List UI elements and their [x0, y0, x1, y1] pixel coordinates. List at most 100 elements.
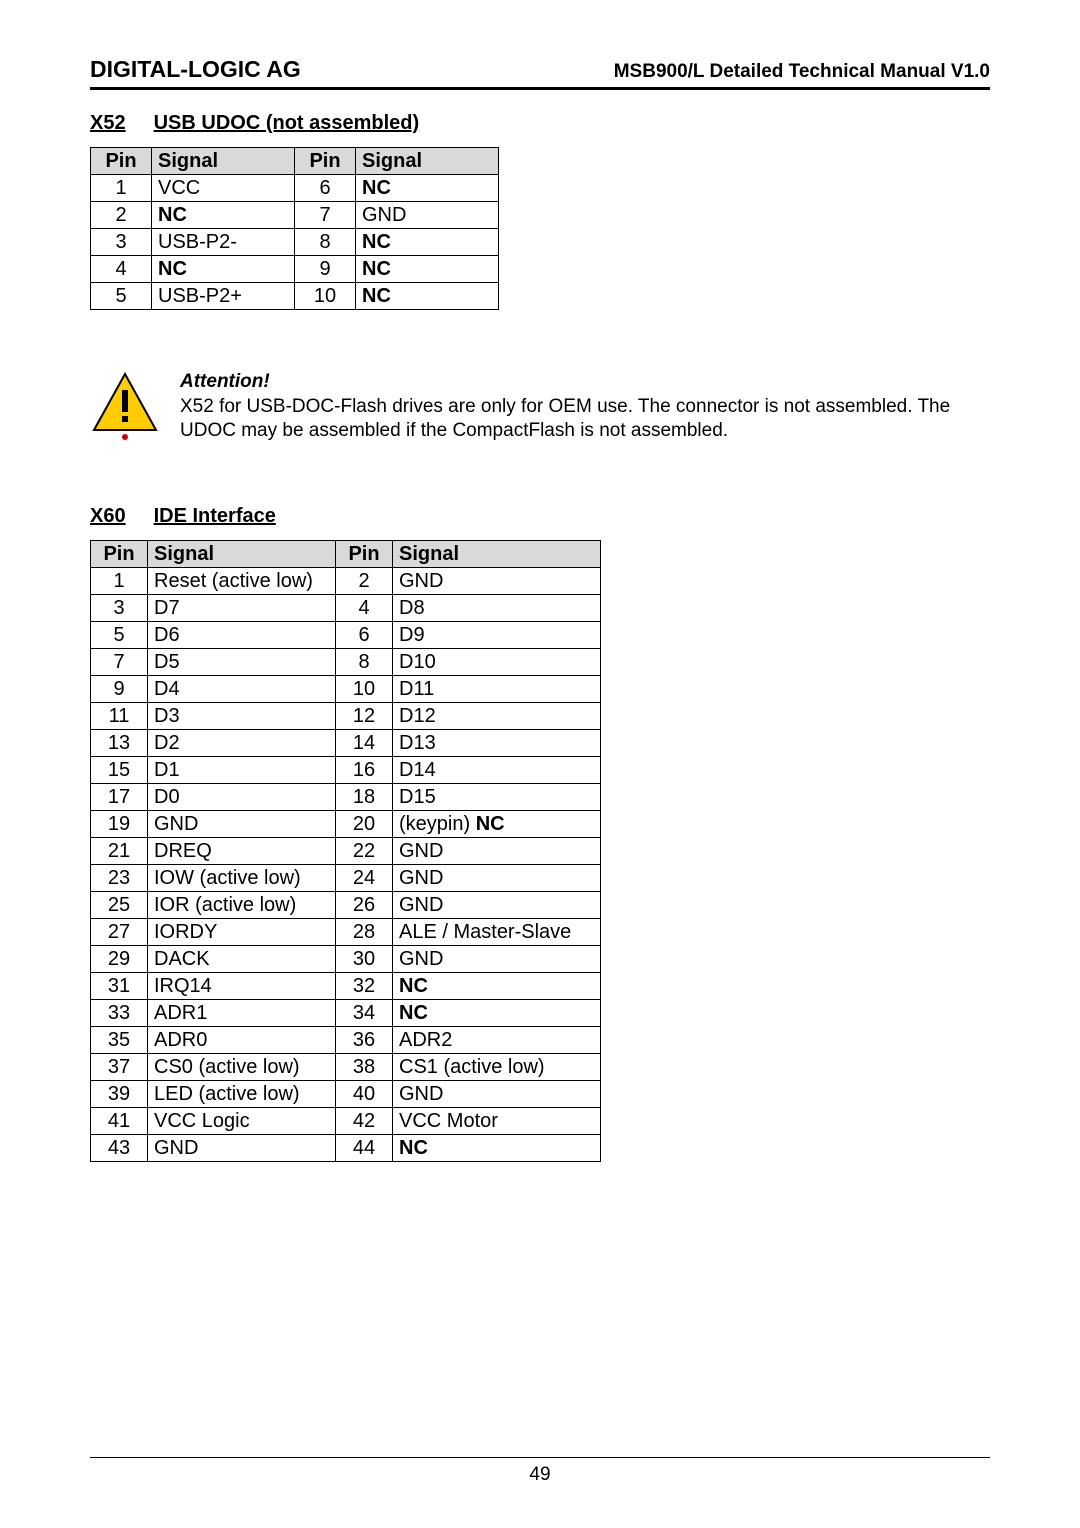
table-row: 35ADR036ADR2 — [91, 1027, 601, 1054]
signal-cell: GND — [393, 1081, 601, 1108]
pin-cell: 15 — [91, 757, 148, 784]
signal-cell: NC — [393, 1000, 601, 1027]
table-row: 19GND20(keypin) NC — [91, 811, 601, 838]
pin-cell: 21 — [91, 838, 148, 865]
table-row: 9D410D11 — [91, 676, 601, 703]
signal-cell: VCC Logic — [148, 1108, 336, 1135]
pin-cell: 17 — [91, 784, 148, 811]
table-row: 13D214D13 — [91, 730, 601, 757]
table-row: 1VCC6NC — [91, 175, 499, 202]
signal-cell: IOR (active low) — [148, 892, 336, 919]
document-name: MSB900/L Detailed Technical Manual V1.0 — [614, 61, 990, 83]
pin-cell: 28 — [336, 919, 393, 946]
signal-cell: NC — [356, 283, 499, 310]
table-row: 2NC7GND — [91, 202, 499, 229]
signal-cell: D9 — [393, 622, 601, 649]
pinout-table-x52: Pin Signal Pin Signal 1VCC6NC2NC7GND3USB… — [90, 147, 499, 310]
pin-cell: 9 — [295, 256, 356, 283]
pin-cell: 4 — [91, 256, 152, 283]
signal-cell: NC — [356, 256, 499, 283]
pinout-table-x60: Pin Signal Pin Signal 1Reset (active low… — [90, 540, 601, 1162]
section-id: X60 — [90, 505, 126, 527]
signal-cell: IOW (active low) — [148, 865, 336, 892]
pin-cell: 14 — [336, 730, 393, 757]
col-signal: Signal — [148, 541, 336, 568]
pin-cell: 29 — [91, 946, 148, 973]
signal-cell: CS1 (active low) — [393, 1054, 601, 1081]
signal-cell: D3 — [148, 703, 336, 730]
signal-cell: D11 — [393, 676, 601, 703]
table-row: 39LED (active low)40GND — [91, 1081, 601, 1108]
warning-icon — [90, 370, 180, 445]
page-footer: 49 — [90, 1457, 990, 1486]
signal-cell: USB-P2- — [152, 229, 295, 256]
attention-body: X52 for USB-DOC-Flash drives are only fo… — [180, 396, 950, 442]
table-row: 21DREQ22GND — [91, 838, 601, 865]
signal-cell: D0 — [148, 784, 336, 811]
table-row: 3D74D8 — [91, 595, 601, 622]
pin-cell: 33 — [91, 1000, 148, 1027]
signal-cell: D14 — [393, 757, 601, 784]
col-signal: Signal — [393, 541, 601, 568]
pin-cell: 1 — [91, 568, 148, 595]
table-row: 31IRQ1432NC — [91, 973, 601, 1000]
signal-cell: IORDY — [148, 919, 336, 946]
table-row: 27IORDY28ALE / Master-Slave — [91, 919, 601, 946]
table-row: 7D58D10 — [91, 649, 601, 676]
pin-cell: 10 — [295, 283, 356, 310]
table-row: 3USB-P2-8NC — [91, 229, 499, 256]
pin-cell: 11 — [91, 703, 148, 730]
pin-cell: 7 — [295, 202, 356, 229]
pin-cell: 39 — [91, 1081, 148, 1108]
signal-cell: CS0 (active low) — [148, 1054, 336, 1081]
signal-cell: ALE / Master-Slave — [393, 919, 601, 946]
signal-cell: GND — [393, 568, 601, 595]
signal-cell: DACK — [148, 946, 336, 973]
pin-cell: 26 — [336, 892, 393, 919]
pin-cell: 32 — [336, 973, 393, 1000]
signal-cell: VCC — [152, 175, 295, 202]
signal-cell: GND — [393, 838, 601, 865]
table-row: 15D116D14 — [91, 757, 601, 784]
table-row: 43GND44NC — [91, 1135, 601, 1162]
col-signal: Signal — [356, 148, 499, 175]
signal-cell: GND — [148, 811, 336, 838]
signal-cell: LED (active low) — [148, 1081, 336, 1108]
signal-cell: D7 — [148, 595, 336, 622]
signal-cell: ADR1 — [148, 1000, 336, 1027]
section-title-x60: X60 IDE Interface — [90, 505, 990, 528]
pin-cell: 4 — [336, 595, 393, 622]
col-signal: Signal — [152, 148, 295, 175]
signal-cell: D2 — [148, 730, 336, 757]
table-row: 33ADR134NC — [91, 1000, 601, 1027]
signal-cell: GND — [393, 946, 601, 973]
signal-cell: NC — [152, 256, 295, 283]
table-row: 17D018D15 — [91, 784, 601, 811]
pin-cell: 27 — [91, 919, 148, 946]
pin-cell: 8 — [295, 229, 356, 256]
pin-cell: 12 — [336, 703, 393, 730]
signal-cell: GND — [393, 865, 601, 892]
pin-cell: 19 — [91, 811, 148, 838]
pin-cell: 37 — [91, 1054, 148, 1081]
pin-cell: 2 — [336, 568, 393, 595]
pin-cell: 16 — [336, 757, 393, 784]
signal-cell: D8 — [393, 595, 601, 622]
pin-cell: 7 — [91, 649, 148, 676]
signal-cell: GND — [148, 1135, 336, 1162]
table-header-row: Pin Signal Pin Signal — [91, 148, 499, 175]
company-name: DIGITAL-LOGIC AG — [90, 56, 301, 83]
pin-cell: 30 — [336, 946, 393, 973]
signal-cell: Reset (active low) — [148, 568, 336, 595]
signal-cell: DREQ — [148, 838, 336, 865]
signal-cell: GND — [356, 202, 499, 229]
section-name: IDE Interface — [154, 505, 276, 527]
section-name: USB UDOC (not assembled) — [154, 112, 420, 134]
col-pin: Pin — [336, 541, 393, 568]
attention-callout: Attention! X52 for USB-DOC-Flash drives … — [90, 370, 990, 445]
page: DIGITAL-LOGIC AG MSB900/L Detailed Techn… — [0, 0, 1080, 1528]
signal-cell: NC — [356, 175, 499, 202]
table-row: 29DACK30GND — [91, 946, 601, 973]
pin-cell: 35 — [91, 1027, 148, 1054]
table-row: 11D312D12 — [91, 703, 601, 730]
